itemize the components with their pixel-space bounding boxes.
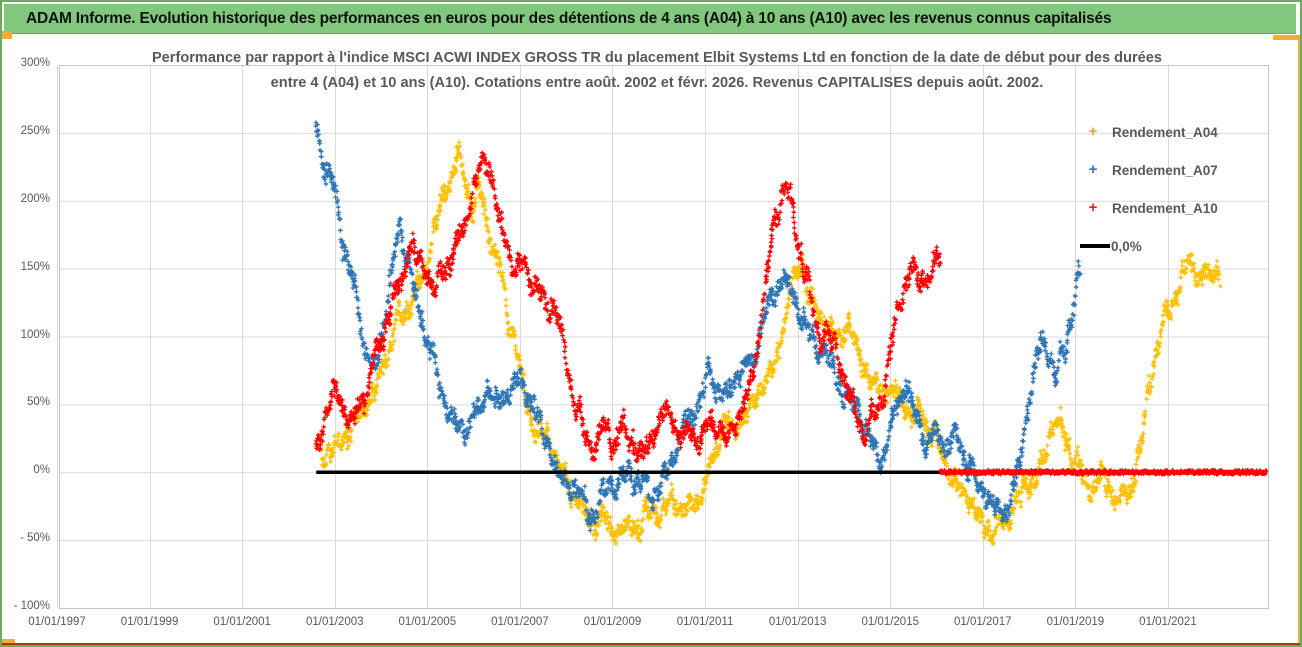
orange-accent-right-strip — [1298, 38, 1300, 644]
legend-item-rendement-a10: + Rendement_A10 — [1080, 198, 1218, 218]
orange-accent-top-left — [2, 31, 12, 39]
legend-plus-marker: + — [1088, 161, 1098, 178]
y-tick-label: - 100% — [13, 600, 50, 612]
legend-item-label: Rendement_A10 — [1112, 200, 1218, 216]
x-tick-label: 01/01/2013 — [768, 616, 827, 628]
header-bar: ADAM Informe. Evolution historique des p… — [4, 4, 1296, 34]
x-tick-label: 01/01/2009 — [583, 616, 642, 628]
legend-plus-marker: + — [1088, 123, 1098, 140]
legend-item-rendement-a07: + Rendement_A07 — [1080, 160, 1218, 180]
orange-accent-elbow — [1273, 35, 1300, 40]
x-tick-label: 01/01/2019 — [1046, 616, 1105, 628]
legend-item-label: Rendement_A07 — [1112, 162, 1218, 178]
chart-title-line-2: entre 4 (A04) et 10 ans (A10). Cotations… — [270, 75, 1044, 91]
x-tick-label: 01/01/2015 — [861, 616, 919, 628]
y-tick-label: - 50% — [19, 532, 50, 545]
x-tick-label: 01/01/2005 — [398, 616, 457, 628]
bottom-divider-bar — [2, 643, 1300, 645]
legend-plus-marker: + — [1088, 199, 1098, 216]
legend-item-label: Rendement_A04 — [1112, 124, 1218, 140]
legend-item-rendement-a04: + Rendement_A04 — [1080, 122, 1218, 142]
legend-item-0-0-: 0,0% — [1080, 236, 1142, 256]
x-tick-label: 01/01/1997 — [28, 616, 86, 628]
y-tick-label: 250% — [20, 124, 50, 137]
x-tick-label: 01/01/2007 — [491, 616, 549, 628]
legend-zero-line-swatch — [1080, 244, 1110, 248]
y-tick-label: 200% — [20, 192, 50, 205]
y-tick-label: 0% — [33, 464, 50, 477]
x-tick-label: 01/01/2021 — [1139, 616, 1197, 628]
x-tick-label: 01/01/2003 — [305, 616, 364, 628]
orange-accent-bottom-left — [2, 639, 15, 645]
header-title: ADAM Informe. Evolution historique des p… — [26, 9, 1112, 27]
x-tick-label: 01/01/2001 — [213, 616, 271, 628]
y-tick-label: 300% — [20, 57, 50, 69]
x-tick-label: 01/01/1999 — [120, 616, 179, 628]
y-tick-label: 50% — [26, 396, 50, 409]
chart-title-line-1: Performance par rapport à l'indice MSCI … — [151, 50, 1163, 66]
x-tick-label: 01/01/2011 — [676, 616, 734, 628]
chart-title: Performance par rapport à l'indice MSCI … — [27, 46, 1287, 96]
x-tick-label: 01/01/2017 — [954, 616, 1012, 628]
legend-item-label: 0,0% — [1111, 238, 1142, 254]
y-tick-label: 100% — [20, 328, 50, 341]
y-tick-label: 150% — [20, 260, 50, 273]
